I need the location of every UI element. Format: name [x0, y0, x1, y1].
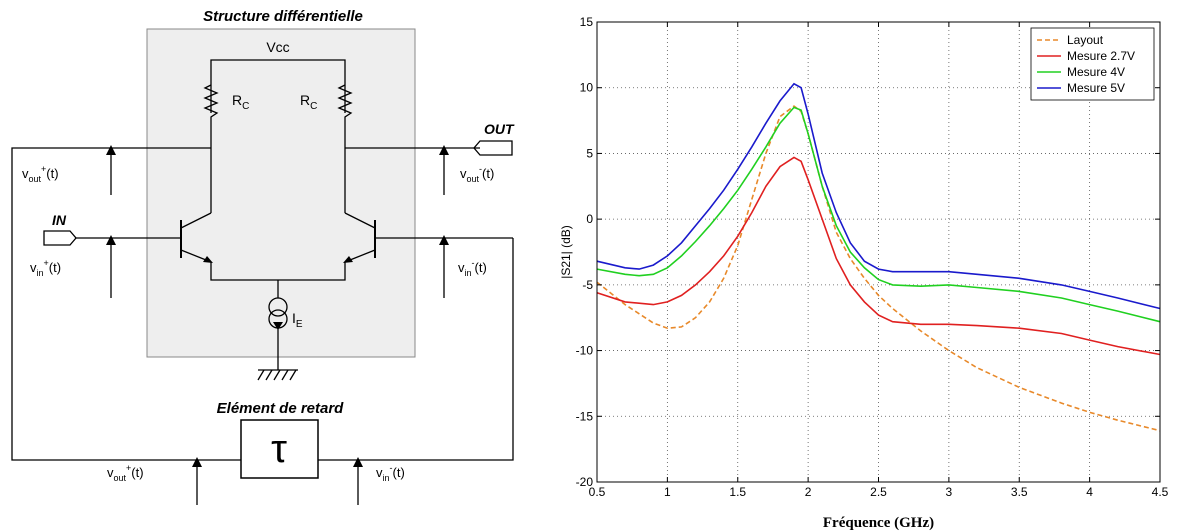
ie-label: IE — [292, 310, 303, 330]
tau-symbol: τ — [271, 427, 287, 471]
vout-minus-label-top: vout-(t) — [460, 164, 494, 184]
x-tick-label: 3 — [946, 485, 953, 499]
x-tick-label: 4 — [1086, 485, 1093, 499]
vin-minus-label-top: vin-(t) — [458, 258, 487, 278]
legend-label: Mesure 2.7V — [1067, 49, 1135, 63]
rc-left-resistor — [203, 84, 219, 120]
differential-structure-box — [146, 28, 416, 358]
delay-title: Elément de retard — [217, 400, 345, 417]
y-tick-label: -15 — [576, 409, 594, 423]
rc-right-label: RC — [300, 92, 317, 112]
vcc-rail — [210, 59, 346, 113]
x-tick-label: 0.5 — [589, 485, 606, 499]
vout-plus-label-bottom: vout+(t) — [107, 463, 144, 483]
chart-legend: Layout Mesure 2.7V Mesure 4V Mesure 5V — [1030, 27, 1155, 101]
x-tick-label: 2.5 — [870, 485, 887, 499]
y-tick-label: 15 — [580, 15, 594, 29]
y-tick-label: 5 — [586, 146, 593, 160]
x-tick-label: 1 — [664, 485, 671, 499]
chart-ticks: 0.5 1 1.5 2 2.5 3 3.5 4 4.5 15 10 5 0 -5 -10 -15 -20 — [576, 15, 1169, 499]
rc-left-label: RC — [232, 92, 249, 112]
vin-minus-label-bottom: vin-(t) — [376, 463, 405, 483]
legend-label: Mesure 4V — [1067, 65, 1125, 79]
series-line — [596, 82, 1161, 310]
y-tick-label: -20 — [576, 475, 594, 489]
structure-title: Structure différentielle — [203, 8, 363, 25]
chart-series — [596, 82, 1161, 432]
circuit-diagram: Structure différentielle Vcc RC RC IE IN… — [11, 8, 515, 505]
in-port — [43, 230, 77, 246]
series-line — [596, 106, 1161, 323]
vin-plus-label: vin+(t) — [30, 258, 61, 278]
y-tick-label: -10 — [576, 344, 594, 358]
x-tick-label: 4.5 — [1152, 485, 1169, 499]
y-axis-label: |S21| (dB) — [559, 225, 573, 279]
in-label: IN — [52, 212, 67, 228]
out-label: OUT — [484, 121, 515, 137]
x-tick-label: 2 — [805, 485, 812, 499]
vout-plus-label-top: vout+(t) — [22, 164, 59, 184]
x-tick-label: 3.5 — [1011, 485, 1028, 499]
rc-right-resistor — [337, 84, 353, 120]
x-axis-label: Fréquence (GHz) — [823, 515, 934, 531]
y-tick-label: 10 — [580, 81, 594, 95]
y-tick-label: -5 — [582, 278, 593, 292]
legend-label: Mesure 5V — [1067, 81, 1125, 95]
series-line — [596, 156, 1161, 356]
out-port — [473, 140, 513, 156]
legend-label: Layout — [1067, 33, 1104, 47]
x-tick-label: 1.5 — [729, 485, 746, 499]
y-tick-label: 0 — [586, 212, 593, 226]
delay-element-box — [240, 419, 319, 479]
vcc-label: Vcc — [266, 39, 289, 55]
